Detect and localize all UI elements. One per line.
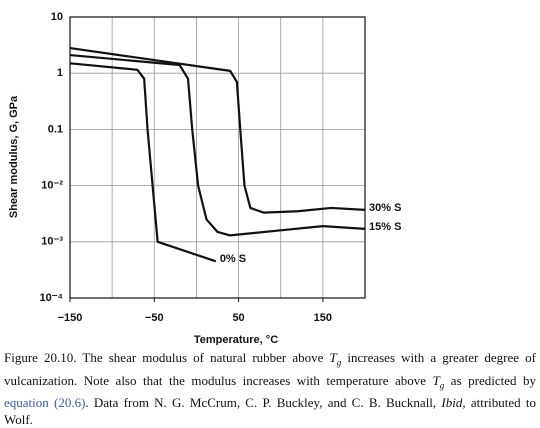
- caption: Figure 20.10. The shear modulus of natur…: [4, 349, 536, 428]
- plot-frame: [69, 16, 366, 299]
- y-tick-label: 10: [51, 11, 63, 23]
- chart: Temperature, °C Shear modulus, G, GPa 10…: [8, 11, 402, 345]
- x-axis-label: Temperature, °C: [194, 334, 278, 345]
- series-label: 15% S: [369, 221, 401, 233]
- y-tick-label: 1: [57, 67, 63, 79]
- caption-text: . Data from N. G. McCrum, C. P. Buckley,…: [85, 395, 442, 411]
- x-tick-label: 150: [314, 312, 332, 324]
- y-tick-label: 10⁻²: [41, 180, 63, 192]
- caption-text: increases with a greater degree of vulca…: [4, 350, 536, 388]
- y-axis-label: Shear modulus, G, GPa: [8, 95, 20, 218]
- series-line: [69, 46, 366, 214]
- symbol: T: [329, 350, 337, 365]
- y-tick-label: 10⁻⁴: [40, 292, 63, 304]
- series-line: [69, 53, 366, 237]
- caption-text: as predicted by: [444, 372, 536, 388]
- x-tick-label: −150: [58, 312, 83, 324]
- subscript: g: [336, 357, 342, 368]
- subscript: g: [439, 380, 445, 391]
- series-label: 30% S: [369, 202, 401, 214]
- series-label: 0% S: [220, 253, 246, 265]
- x-tick-label: −50: [145, 312, 164, 324]
- x-tick-label: 50: [232, 312, 244, 324]
- series-line: [69, 62, 217, 263]
- symbol: T: [432, 372, 440, 388]
- caption-text: Figure 20.10. The shear modulus of natur…: [4, 350, 330, 365]
- caption-text: Ibid: [441, 395, 463, 411]
- equation-link[interactable]: equation (20.6): [4, 395, 86, 411]
- y-tick-label: 10⁻³: [41, 236, 63, 248]
- y-tick-label: 0.1: [48, 123, 63, 135]
